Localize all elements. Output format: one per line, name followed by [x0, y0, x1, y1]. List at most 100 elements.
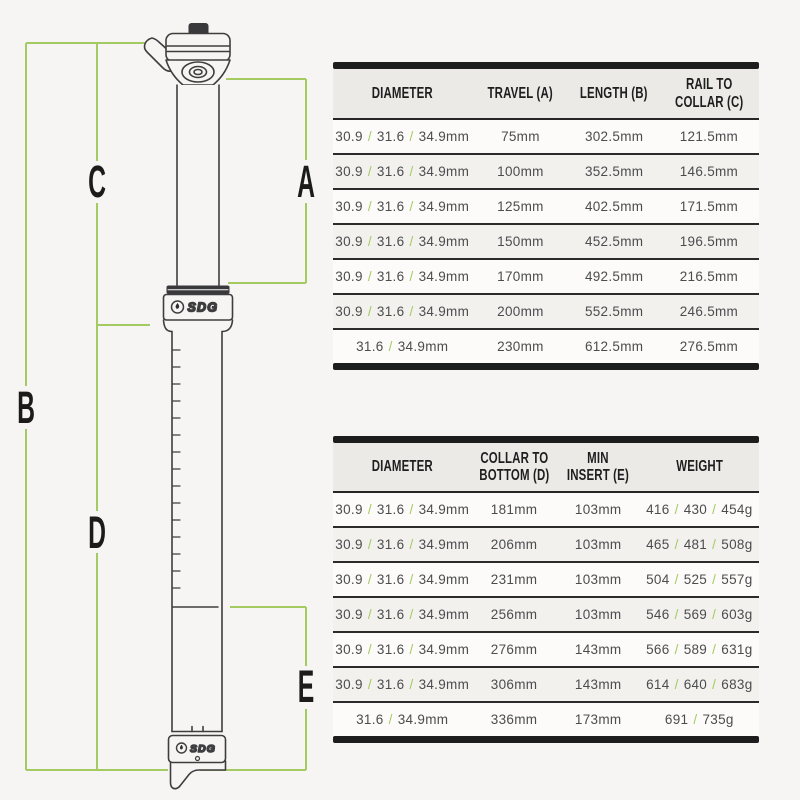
table-cell: 216.5mm	[679, 269, 739, 284]
flame-icon-small	[175, 742, 188, 754]
table-cell: 100mm	[497, 164, 544, 179]
table-cell: 352.5mm	[584, 164, 644, 179]
collar-logo-text: SDG	[188, 301, 219, 315]
table-cell: 143mm	[574, 642, 622, 657]
table-cell: 492.5mm	[584, 269, 644, 284]
table-row: 30.9 / 31.6 / 34.9mm 170mm 492.5mm 216.5mm	[333, 258, 759, 293]
column-header: COLLAR TO BOTTOM (D)	[478, 449, 550, 484]
table-cell: 200mm	[497, 304, 544, 319]
table-cell: 306mm	[490, 677, 538, 692]
table-cell: 31.6 / 34.9mm	[356, 712, 449, 727]
table-cell: 552.5mm	[584, 304, 644, 319]
table-cell: 196.5mm	[679, 234, 739, 249]
column-header: DIAMETER	[371, 458, 433, 476]
seatpost-drawing: SDG SDG	[143, 23, 234, 790]
table-cell: 691 / 735g	[664, 712, 734, 727]
dimension-label-b: B	[17, 382, 35, 433]
column-header: MIN INSERT (E)	[567, 449, 630, 484]
table-cell: 30.9 / 31.6 / 34.9mm	[335, 199, 470, 214]
table-cell: 302.5mm	[584, 129, 644, 144]
table-cell: 30.9 / 31.6 / 34.9mm	[335, 502, 470, 517]
measurement-lines	[25, 42, 307, 771]
table-cell: 30.9 / 31.6 / 34.9mm	[335, 269, 470, 284]
column-header: LENGTH (B)	[580, 84, 649, 102]
flame-icon	[170, 300, 185, 314]
table-cell: 465 / 481 / 508g	[646, 537, 753, 552]
collar	[162, 293, 234, 321]
table-bottom-bar	[333, 736, 759, 743]
dimension-label-c: C	[88, 156, 106, 207]
table-top-bar	[333, 436, 759, 443]
table-cell: 121.5mm	[679, 129, 739, 144]
dimension-label-a: A	[297, 156, 315, 207]
base-logo-text: SDG	[190, 743, 216, 755]
table-cell: 546 / 569 / 603g	[646, 607, 753, 622]
lower-tube	[172, 331, 222, 732]
table-row: 30.9 / 31.6 / 34.9mm 100mm 352.5mm 146.5mm	[333, 153, 759, 188]
table-cell: 206mm	[490, 537, 538, 552]
table-row: 30.9 / 31.6 / 34.9mm 206mm 103mm 465 / 481 …	[333, 526, 759, 561]
table-cell: 150mm	[497, 234, 544, 249]
table-cell: 173mm	[574, 712, 622, 727]
table-cell: 30.9 / 31.6 / 34.9mm	[335, 304, 470, 319]
table-cell: 146.5mm	[679, 164, 739, 179]
table-cell: 416 / 430 / 454g	[646, 502, 753, 517]
table-cell: 30.9 / 31.6 / 34.9mm	[335, 677, 470, 692]
table-row: 30.9 / 31.6 / 34.9mm 75mm 302.5mm 121.5mm	[333, 120, 759, 153]
column-header: DIAMETER	[371, 84, 433, 102]
table-row: 31.6 / 34.9mm 230mm 612.5mm 276.5mm	[333, 328, 759, 363]
table-cell: 30.9 / 31.6 / 34.9mm	[335, 642, 470, 657]
table-cell: 103mm	[574, 607, 622, 622]
table-cell: 31.6 / 34.9mm	[356, 339, 449, 354]
table-row: 31.6 / 34.9mm 336mm 173mm 691 / 735g	[333, 701, 759, 736]
table-cell: 612.5mm	[584, 339, 644, 354]
table-row: 30.9 / 31.6 / 34.9mm 125mm 402.5mm 171.5mm	[333, 188, 759, 223]
actuator-body	[167, 734, 227, 764]
column-header: RAIL TO COLLAR (C)	[674, 76, 744, 111]
table-cell: 30.9 / 31.6 / 34.9mm	[335, 537, 470, 552]
table-cell: 256mm	[490, 607, 538, 622]
table-row: 30.9 / 31.6 / 34.9mm 150mm 452.5mm 196.5mm	[333, 223, 759, 258]
table-bottom-bar	[333, 363, 759, 370]
table-row: 30.9 / 31.6 / 34.9mm 276mm 143mm 566 / 589 …	[333, 631, 759, 666]
table-cell: 276.5mm	[679, 339, 739, 354]
table-cell: 30.9 / 31.6 / 34.9mm	[335, 129, 470, 144]
table-cell: 170mm	[497, 269, 544, 284]
table-cell: 125mm	[497, 199, 544, 214]
table-row: 30.9 / 31.6 / 34.9mm 256mm 103mm 546 / 569 …	[333, 596, 759, 631]
table-body: 30.9 / 31.6 / 34.9mm 181mm 103mm 416 / 430 …	[333, 493, 759, 736]
table-cell: 452.5mm	[584, 234, 644, 249]
table-header-row: DIAMETER TRAVEL (A) LENGTH (B) RAIL TO COLLA…	[333, 69, 759, 120]
table-cell: 402.5mm	[584, 199, 644, 214]
table-cell: 504 / 525 / 557g	[646, 572, 753, 587]
upper-tube	[177, 85, 219, 285]
table-cell: 230mm	[497, 339, 544, 354]
table-cell: 103mm	[574, 537, 622, 552]
dimensions-table: DIAMETER TRAVEL (A) LENGTH (B) RAIL TO COLLA…	[333, 62, 759, 370]
table-top-bar	[333, 62, 759, 69]
table-cell: 231mm	[490, 572, 538, 587]
table-row: 30.9 / 31.6 / 34.9mm 306mm 143mm 614 / 640 …	[333, 666, 759, 701]
table-cell: 30.9 / 31.6 / 34.9mm	[335, 164, 470, 179]
table-cell: 75mm	[501, 129, 540, 144]
table-cell: 30.9 / 31.6 / 34.9mm	[335, 572, 470, 587]
seatpost-diagram: A B C D E	[17, 23, 315, 790]
table-cell: 276mm	[490, 642, 538, 657]
table-cell: 171.5mm	[679, 199, 739, 214]
table-cell: 143mm	[574, 677, 622, 692]
table-body: 30.9 / 31.6 / 34.9mm 75mm 302.5mm 121.5mm 30…	[333, 120, 759, 363]
table-cell: 30.9 / 31.6 / 34.9mm	[335, 607, 470, 622]
table-cell: 246.5mm	[679, 304, 739, 319]
table-row: 30.9 / 31.6 / 34.9mm 200mm 552.5mm 246.5mm	[333, 293, 759, 328]
table-cell: 181mm	[490, 502, 538, 517]
dimension-label-e: E	[298, 661, 315, 712]
actuator-foot	[169, 760, 227, 790]
table-cell: 30.9 / 31.6 / 34.9mm	[335, 234, 470, 249]
table-cell: 336mm	[490, 712, 538, 727]
insertion-ticks	[172, 349, 181, 589]
table-cell: 566 / 589 / 631g	[646, 642, 753, 657]
clamp-head	[165, 32, 231, 63]
table-cell: 614 / 640 / 683g	[646, 677, 753, 692]
column-header: WEIGHT	[675, 458, 723, 476]
